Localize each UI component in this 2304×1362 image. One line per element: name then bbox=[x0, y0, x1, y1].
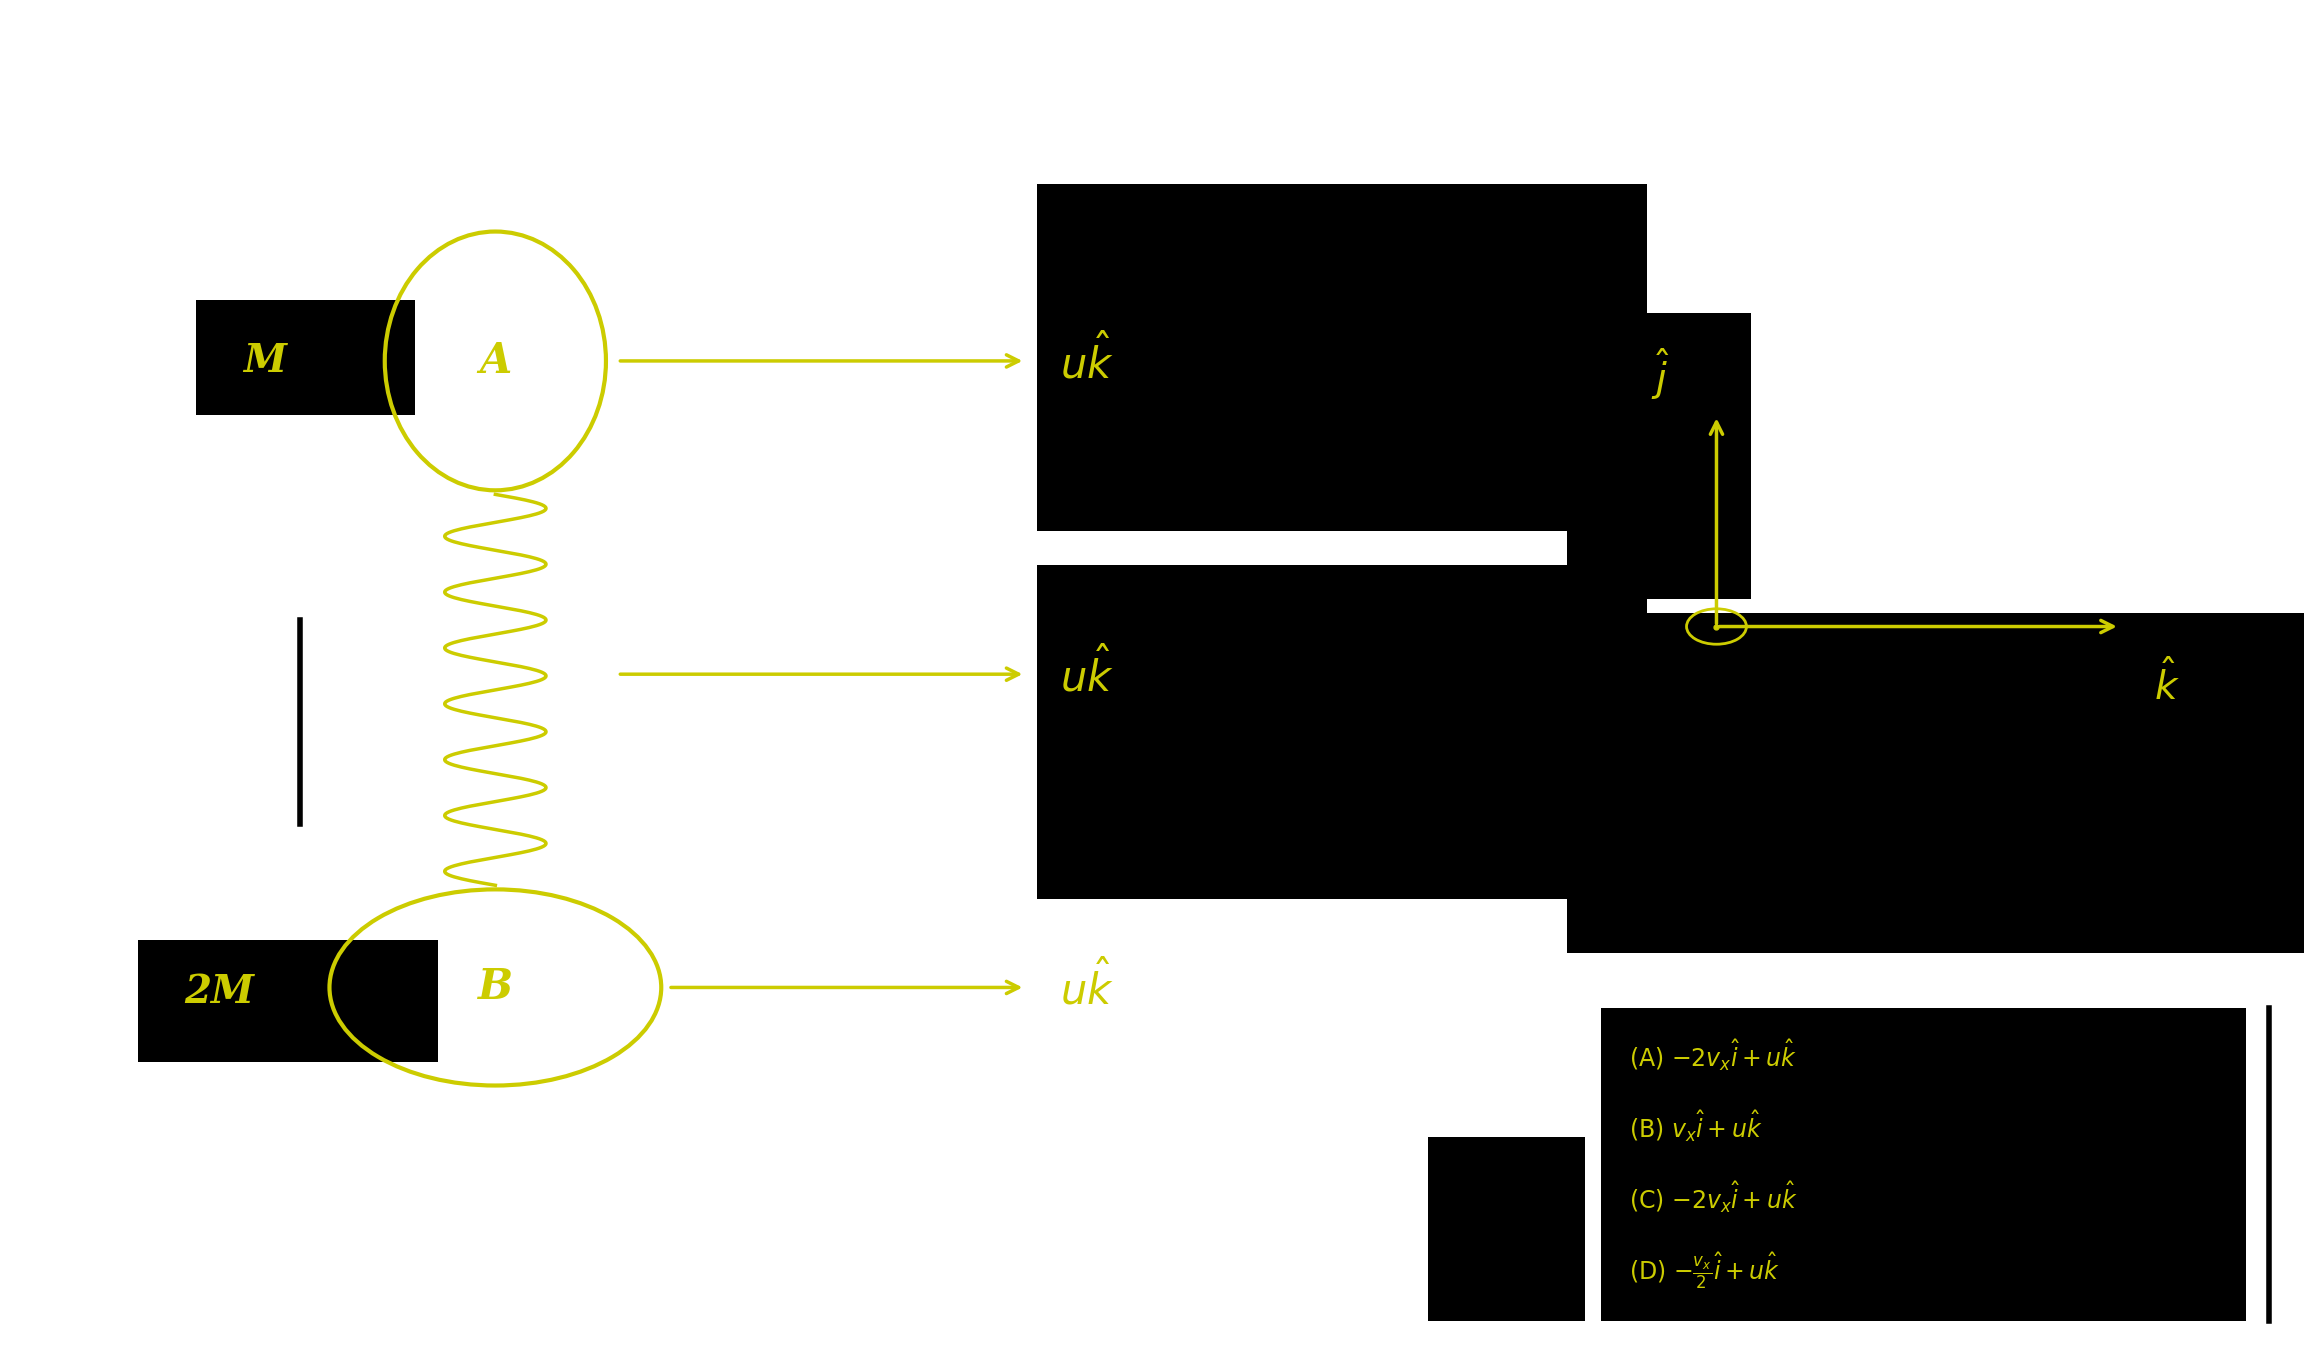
Text: (A) $-2v_x\hat{i}+u\hat{k}$: (A) $-2v_x\hat{i}+u\hat{k}$ bbox=[1629, 1038, 1797, 1073]
Text: A: A bbox=[479, 340, 511, 381]
Text: $u\hat{k}$: $u\hat{k}$ bbox=[1060, 648, 1113, 700]
Text: B: B bbox=[477, 967, 514, 1008]
Text: 2M: 2M bbox=[184, 972, 253, 1011]
Bar bbox=[138, 940, 438, 1062]
Text: M: M bbox=[244, 342, 286, 380]
Bar bbox=[1601, 1008, 2246, 1321]
Text: (B) $v_x\hat{i}+u\hat{k}$: (B) $v_x\hat{i}+u\hat{k}$ bbox=[1629, 1109, 1763, 1144]
Bar bbox=[196, 300, 415, 415]
Text: $u\hat{k}$: $u\hat{k}$ bbox=[1060, 335, 1113, 387]
Bar bbox=[1037, 184, 1647, 531]
Text: (C) $-2v_x\hat{i}+u\hat{k}$: (C) $-2v_x\hat{i}+u\hat{k}$ bbox=[1629, 1179, 1797, 1215]
Bar bbox=[1567, 313, 1751, 599]
Bar bbox=[1428, 1137, 1585, 1321]
Text: $\hat{j}$: $\hat{j}$ bbox=[1652, 346, 1670, 402]
Bar bbox=[1037, 565, 1647, 899]
Bar bbox=[1567, 613, 2304, 953]
Text: (D) $-\frac{v_x}{2}\hat{i}+u\hat{k}$: (D) $-\frac{v_x}{2}\hat{i}+u\hat{k}$ bbox=[1629, 1250, 1781, 1291]
Text: $u\hat{k}$: $u\hat{k}$ bbox=[1060, 962, 1113, 1013]
Text: $\hat{k}$: $\hat{k}$ bbox=[2154, 661, 2180, 708]
